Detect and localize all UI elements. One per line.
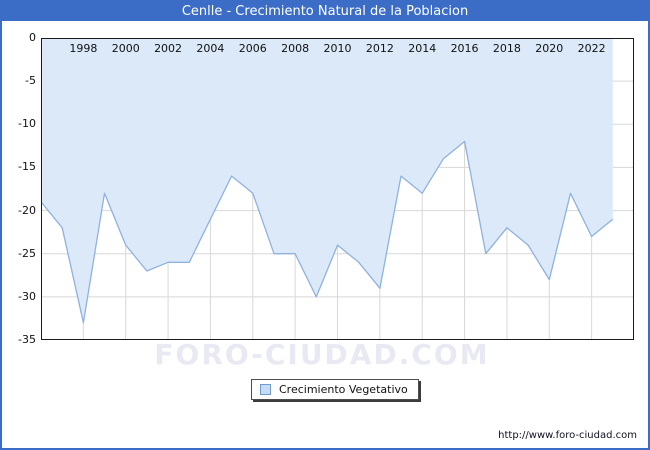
x-tick-label: 2018 [492,42,521,55]
title-bar: Cenlle - Crecimiento Natural de la Pobla… [2,2,648,21]
x-tick-label: 2014 [408,42,437,55]
x-tick-label: 1998 [69,42,98,55]
legend-label: Crecimiento Vegetativo [279,383,408,396]
series-line [41,140,614,324]
x-tick-label: 2004 [196,42,225,55]
area-fill [41,38,613,323]
chart-title: Cenlle - Crecimiento Natural de la Pobla… [181,4,469,19]
x-tick-label: 2010 [323,42,352,55]
chart-canvas [41,38,634,340]
x-tick-label: 2002 [154,42,183,55]
x-tick-label: 2006 [238,42,267,55]
y-tick-label: 0 [29,31,36,44]
y-tick-label: -20 [18,203,36,217]
x-tick-label: 2020 [535,42,564,55]
x-tick-label: 2022 [577,42,606,55]
y-tick-label: -30 [18,289,36,303]
x-tick-label: 2000 [111,42,140,55]
y-tick-label: -35 [18,333,36,346]
legend: Crecimiento Vegetativo [251,379,419,400]
watermark: FORO-CIUDAD.COM [154,338,490,371]
footer-url-link[interactable]: http://www.foro-ciudad.com [498,430,637,441]
y-tick-label: -5 [25,74,36,88]
y-tick-label: -25 [18,246,36,260]
y-tick-label: -10 [18,117,36,131]
x-tick-label: 2016 [450,42,479,55]
x-tick-label: 2008 [281,42,310,55]
x-tick-label: 2012 [365,42,394,55]
y-tick-label: -15 [18,160,36,174]
legend-marker-icon [260,384,271,395]
